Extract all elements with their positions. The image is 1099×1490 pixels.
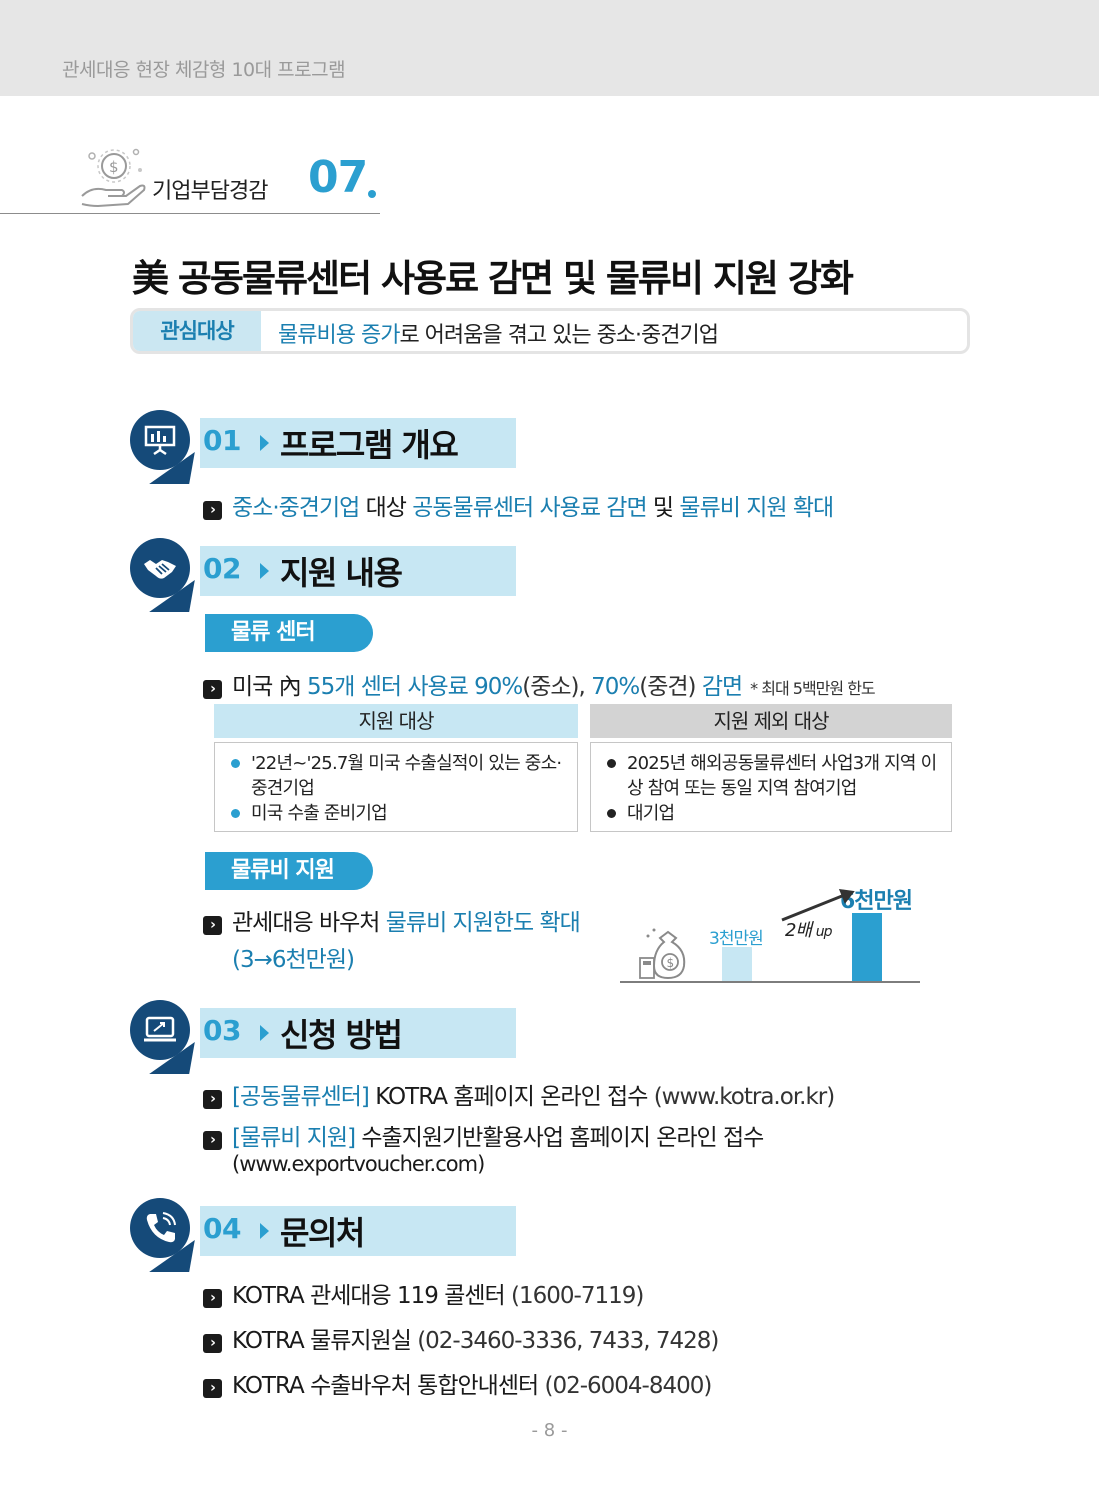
- eligible-table: 지원 대상 '22년~'25.7월 미국 수출실적이 있는 중소·중견기업 미국…: [214, 704, 578, 832]
- section-band: [200, 1008, 516, 1058]
- section-number: 04: [203, 1212, 241, 1245]
- section-band: [200, 546, 516, 596]
- chart-annotation: 2배 up: [785, 920, 833, 941]
- eligible-header: 지원 대상: [214, 704, 578, 738]
- target-box: 관심대상 물류비용 증가로 어려움을 겪고 있는 중소·중견기업: [130, 308, 970, 354]
- category-name: 기업부담경감: [152, 179, 268, 204]
- excluded-header: 지원 제외 대상: [590, 704, 952, 738]
- chevron-right-icon: ›: [203, 501, 222, 520]
- section-arrow-icon: [260, 1223, 269, 1239]
- chevron-right-icon: ›: [203, 1334, 222, 1353]
- chevron-right-icon: ›: [203, 1379, 222, 1398]
- logistics-range: (3→6천만원): [232, 947, 355, 973]
- apply-line-2: › [물류비 지원] 수출지원기반활용사업 홈페이지 온라인 접수: [203, 1118, 764, 1152]
- section-badge: [130, 410, 190, 470]
- money-bag-icon: $: [639, 928, 686, 980]
- running-header-title: 관세대응 현장 체감형 10대 프로그램: [62, 59, 346, 81]
- section-band: [200, 418, 516, 468]
- section-heading-apply: 03 신청 방법: [130, 1000, 520, 1076]
- page-title: 美 공동물류센터 사용료 감면 및 물류비 지원 강화: [132, 257, 854, 300]
- section-arrow-icon: [260, 435, 269, 451]
- subsection-label-center: 물류 센터: [205, 614, 373, 652]
- eligible-body: '22년~'25.7월 미국 수출실적이 있는 중소·중견기업 미국 수출 준비…: [214, 742, 578, 832]
- center-line: › 미국 內 55개 센터 사용료 90%(중소), 70%(중견) 감면 * 최대…: [203, 667, 876, 701]
- section-number: 02: [203, 552, 241, 585]
- category-dot: [368, 190, 376, 198]
- contact-line-1: › KOTRA 관세대응 119 콜센터 (1600-7119): [203, 1276, 644, 1310]
- list-item: 대기업: [605, 801, 939, 826]
- contact-line-2: › KOTRA 물류지원실 (02-3460-3336, 7433, 7428): [203, 1321, 719, 1355]
- chevron-right-icon: ›: [203, 680, 222, 699]
- running-header: 관세대응 현장 체감형 10대 프로그램: [0, 0, 1099, 96]
- presentation-icon: [144, 425, 176, 456]
- chevron-right-icon: ›: [203, 916, 222, 935]
- section-number: 01: [203, 424, 241, 457]
- chart-bar-3: [722, 947, 752, 981]
- svg-text:$: $: [667, 956, 675, 970]
- category-heading: $ 기업부담경감 07: [0, 140, 380, 214]
- limit-chart: $ 3천만원 6천만원 2배 up: [620, 880, 922, 986]
- target-rest: 로 어려움을 겪고 있는 중소·중견기업: [399, 323, 719, 348]
- apply-line-1: › [공동물류센터] KOTRA 홈페이지 온라인 접수 (www.kotra.o…: [203, 1077, 836, 1111]
- section-badge: [130, 1000, 190, 1060]
- list-item: 2025년 해외공동물류센터 사업3개 지역 이상 참여 또는 동일 지역 참여…: [605, 751, 939, 801]
- section-number: 03: [203, 1014, 241, 1047]
- chevron-right-icon: ›: [203, 1289, 222, 1308]
- hand-coin-icon: $: [78, 146, 150, 216]
- url-text: (www.exportvoucher.com): [232, 1152, 485, 1176]
- handshake-icon: [144, 560, 176, 579]
- subsection-label-logistics: 물류비 지원: [205, 852, 373, 890]
- chart-label-3: 3천만원: [709, 929, 764, 949]
- overview-line: › 중소·중견기업 대상 공동물류센터 사용료 감면 및 물류비 지원 확대: [203, 488, 834, 522]
- section-heading-overview: 01 프로그램 개요: [130, 410, 520, 486]
- excluded-table: 지원 제외 대상 2025년 해외공동물류센터 사업3개 지역 이상 참여 또는…: [590, 704, 952, 832]
- target-label: 관심대상: [133, 311, 261, 351]
- section-arrow-icon: [260, 1025, 269, 1041]
- url-text: (www.kotra.or.kr): [653, 1084, 836, 1110]
- arrow-up-icon: [781, 888, 855, 922]
- chart-bar-6: [852, 913, 882, 981]
- section-title: 신청 방법: [280, 1016, 403, 1054]
- limit-note: * 최대 5백만원 한도: [750, 679, 875, 698]
- contact-line-3: › KOTRA 수출바우처 통합안내센터 (02-6004-8400): [203, 1366, 712, 1400]
- category-number: 07: [308, 152, 368, 203]
- target-text: 물류비용 증가로 어려움을 겪고 있는 중소·중견기업: [278, 317, 719, 349]
- section-heading-support: 02 지원 내용: [130, 538, 520, 614]
- page-number: - 8 -: [531, 1420, 568, 1441]
- logistics-line: › 관세대응 바우처 물류비 지원한도 확대: [203, 903, 581, 937]
- chart-baseline: [620, 981, 920, 983]
- chevron-right-icon: ›: [203, 1131, 222, 1150]
- section-heading-contact: 04 문의처: [130, 1198, 520, 1274]
- section-arrow-icon: [260, 563, 269, 579]
- laptop-icon: [144, 1016, 176, 1042]
- phone-icon: [146, 1212, 176, 1243]
- section-title: 문의처: [280, 1214, 365, 1252]
- section-badge: [130, 538, 190, 598]
- excluded-body: 2025년 해외공동물류센터 사업3개 지역 이상 참여 또는 동일 지역 참여…: [590, 742, 952, 832]
- svg-text:$: $: [109, 158, 119, 176]
- section-badge: [130, 1198, 190, 1258]
- target-highlight: 물류비용 증가: [278, 323, 400, 348]
- chevron-right-icon: ›: [203, 1090, 222, 1109]
- section-title: 지원 내용: [280, 554, 403, 592]
- section-band: [200, 1206, 516, 1256]
- list-item: 미국 수출 준비기업: [229, 801, 565, 826]
- list-item: '22년~'25.7월 미국 수출실적이 있는 중소·중견기업: [229, 751, 565, 801]
- section-title: 프로그램 개요: [280, 426, 459, 464]
